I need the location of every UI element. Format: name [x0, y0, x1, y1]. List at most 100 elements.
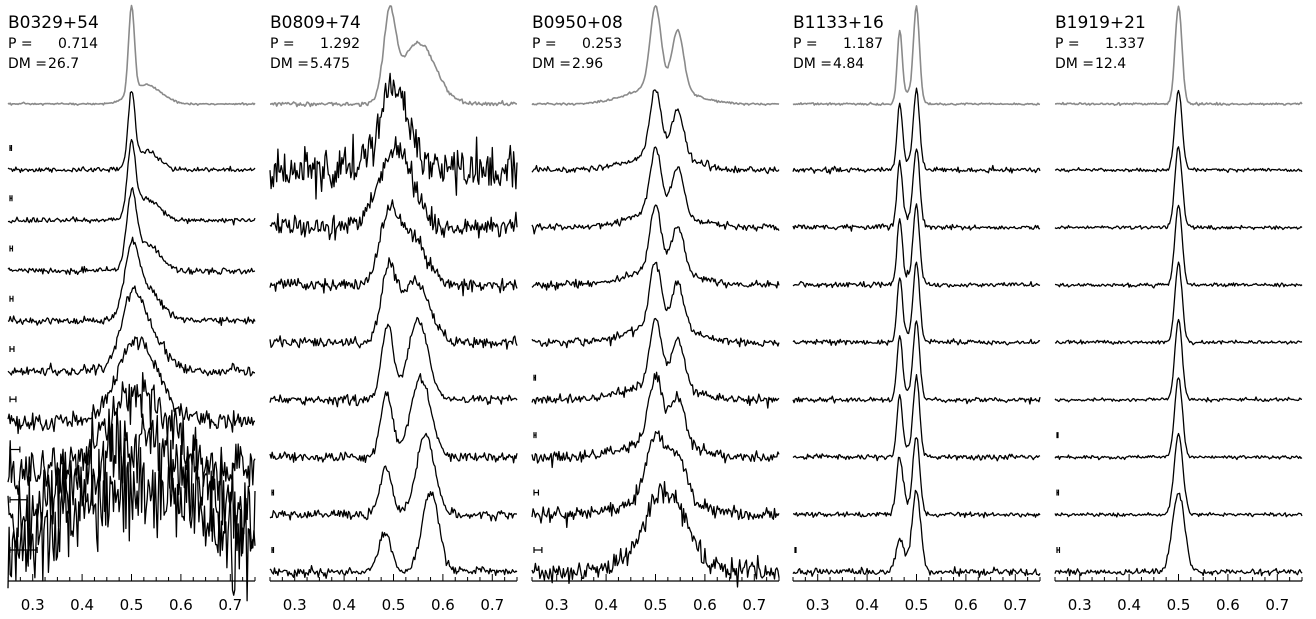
dm-value: 5.475 [310, 56, 350, 72]
profile-line [7, 187, 256, 276]
pulsar-name: B0329+54 [8, 13, 99, 33]
profile-line [269, 432, 517, 522]
dm-label: DM = [532, 56, 571, 72]
resolution-bar [9, 547, 38, 553]
profile-line [269, 72, 518, 200]
x-tick-label: 0.4 [70, 596, 94, 614]
period-value: 0.714 [58, 36, 98, 52]
dm-value: 26.7 [48, 56, 79, 72]
profile-line [7, 407, 256, 558]
dm-label: DM = [270, 56, 309, 72]
profile-line [1054, 318, 1303, 403]
x-tick-label: 0.3 [1068, 596, 1092, 614]
panel-b0329-54: B0329+54 P = 0.714 DM = 26.7 0.3 0.4 0.5 0.6 0.7 [7, 4, 256, 614]
pulsar-name: B1919+21 [1055, 13, 1146, 33]
x-tick-label: 0.4 [1117, 596, 1141, 614]
x-tick-label: 0.4 [332, 596, 356, 614]
profile-line [7, 437, 256, 602]
resolution-bar [9, 496, 28, 503]
resolution-bar [533, 432, 537, 439]
x-tick-label: 0.3 [545, 596, 569, 614]
profile-line [531, 371, 780, 469]
profile-line [7, 285, 256, 377]
resolution-bar [9, 195, 13, 202]
panel-b1919-21: B1919+21 P = 1.337 DM = 12.4 0.3 0.4 0.5 0.6 0.7 [1054, 5, 1303, 614]
profile-line [531, 204, 780, 291]
template-profile [531, 5, 780, 106]
profile-line [7, 236, 256, 327]
profile-line [269, 316, 518, 408]
profile-line [269, 373, 518, 464]
panel-b1133-16: B1133+16 P = 1.187 DM = 4.84 0.3 0.4 0.5 0.6 0.7 [792, 5, 1041, 614]
profile-line [792, 148, 1041, 232]
x-tick-label: 0.5 [905, 596, 929, 614]
profile-line [531, 317, 780, 409]
resolution-bar [271, 489, 275, 496]
profile-line [7, 91, 256, 174]
resolution-bar [1056, 547, 1061, 553]
profile-line [1054, 146, 1303, 231]
x-tick-label: 0.4 [855, 596, 879, 614]
profile-line [1054, 261, 1303, 346]
profile-line [269, 491, 518, 579]
pulsar-name: B0950+08 [532, 13, 623, 33]
period-value: 0.253 [582, 36, 622, 52]
profile-line [1054, 89, 1303, 174]
x-tick-label: 0.6 [693, 596, 717, 614]
profile-line [1054, 377, 1303, 461]
profile-line [7, 138, 256, 226]
profile-line [531, 261, 780, 349]
dm-value: 2.96 [572, 56, 603, 72]
template-profile [270, 5, 518, 108]
resolution-bar [794, 547, 797, 553]
profile-line [269, 257, 518, 350]
profile-line [792, 489, 1041, 578]
resolution-bar [9, 446, 21, 453]
profile-line [792, 374, 1041, 462]
x-tick-label: 0.7 [1265, 596, 1289, 614]
period-label: P = [1055, 36, 1080, 52]
resolution-bar [9, 346, 15, 352]
resolution-bar [533, 374, 537, 381]
x-tick-label: 0.5 [644, 596, 668, 614]
x-tick-label: 0.6 [1216, 596, 1240, 614]
x-tick-label: 0.7 [742, 596, 766, 614]
period-label: P = [270, 36, 295, 52]
dm-label: DM = [793, 56, 832, 72]
pulsar-name: B1133+16 [793, 13, 884, 33]
dm-value: 12.4 [1095, 56, 1126, 72]
resolution-bar [9, 295, 14, 302]
profile-line [792, 87, 1041, 175]
profile-line [7, 372, 256, 501]
period-value: 1.337 [1105, 36, 1145, 52]
period-value: 1.187 [843, 36, 883, 52]
x-tick-label: 0.5 [382, 596, 406, 614]
template-profile [1054, 5, 1303, 107]
x-tick-label: 0.5 [1167, 596, 1191, 614]
profile-line [7, 336, 256, 435]
panel-b0950-08: B0950+08 P = 0.253 DM = 2.96 0.3 0.4 0.5 0.6 0.7 [531, 5, 780, 614]
profile-line [269, 199, 518, 297]
x-tick-label: 0.7 [480, 596, 504, 614]
resolution-bar [9, 245, 14, 252]
period-value: 1.292 [320, 36, 360, 52]
profile-line [792, 320, 1041, 405]
profile-line [1054, 204, 1303, 289]
x-tick-label: 0.3 [806, 596, 830, 614]
x-tick-label: 0.6 [954, 596, 978, 614]
period-label: P = [793, 36, 818, 52]
pulsar-name: B0809+74 [270, 13, 361, 33]
x-tick-label: 0.6 [431, 596, 455, 614]
x-tick-label: 0.3 [21, 596, 45, 614]
profile-line [1054, 492, 1303, 577]
profile-line [1054, 432, 1303, 518]
template-profile [7, 4, 256, 106]
resolution-bar [9, 396, 17, 403]
x-tick-label: 0.5 [120, 596, 144, 614]
dm-label: DM = [1055, 56, 1094, 72]
x-tick-label: 0.6 [169, 596, 193, 614]
x-tick-label: 0.7 [1003, 596, 1027, 614]
resolution-bar [533, 547, 543, 553]
profile-line [531, 89, 780, 175]
panel-b0809-74: B0809+74 P = 1.292 DM = 5.475 0.3 0.4 0.5 0.6 0.7 [269, 5, 518, 614]
